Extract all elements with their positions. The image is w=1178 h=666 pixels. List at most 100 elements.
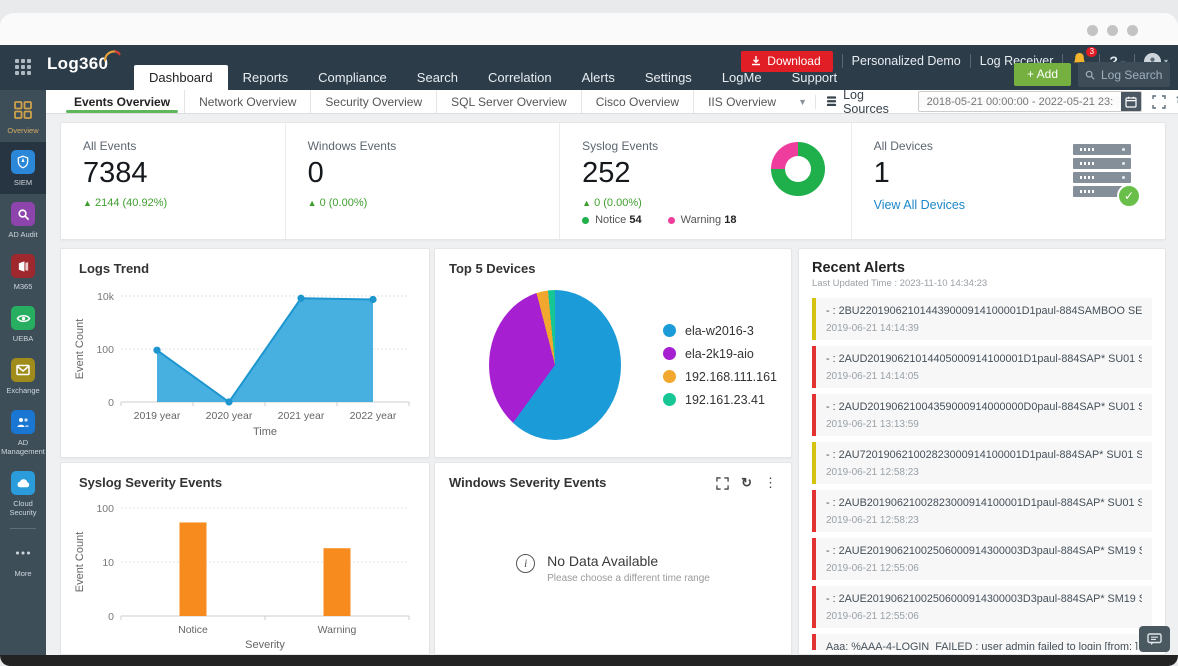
m365-icon bbox=[11, 254, 35, 278]
main-tab-reports[interactable]: Reports bbox=[242, 70, 289, 85]
download-icon bbox=[752, 55, 761, 65]
main-tab-settings[interactable]: Settings bbox=[644, 70, 692, 85]
sidebar-item-label: SIEM bbox=[13, 178, 33, 187]
main-tab-correlation[interactable]: Correlation bbox=[488, 70, 552, 85]
alert-row[interactable]: - : 2AUE20190621002506000914300003D3paul… bbox=[812, 586, 1152, 628]
download-button[interactable]: Download bbox=[741, 50, 833, 72]
alert-message: - : 2AUE20190621002506000914300003D3paul… bbox=[826, 545, 1142, 557]
alert-row[interactable]: - : 2AUD20190621004359000914000000D0paul… bbox=[812, 394, 1152, 436]
refresh-panel-icon[interactable]: ↻ bbox=[741, 475, 752, 490]
view-all-devices-link[interactable]: View All Devices bbox=[873, 198, 966, 212]
main-tab-alerts[interactable]: Alerts bbox=[581, 70, 615, 85]
svg-text:Time: Time bbox=[253, 426, 277, 438]
alert-timestamp: 2019-06-21 12:58:23 bbox=[826, 467, 919, 478]
legend-item-notice: Notice 54 bbox=[582, 214, 642, 226]
sidebar-item-siem[interactable]: SIEM bbox=[0, 142, 46, 194]
syslog-donut-chart bbox=[770, 142, 825, 196]
alert-timestamp: 2019-06-21 12:55:06 bbox=[826, 563, 919, 574]
svg-text:100: 100 bbox=[96, 344, 114, 356]
svg-text:10: 10 bbox=[102, 557, 114, 569]
sidebar-item-label: AD Management bbox=[1, 438, 45, 456]
svg-text:0: 0 bbox=[108, 397, 114, 409]
logo-swoosh-icon bbox=[103, 49, 121, 62]
top-devices-title: Top 5 Devices bbox=[449, 261, 536, 276]
window-bottom-edge bbox=[0, 655, 1178, 666]
envelope-icon bbox=[11, 358, 35, 382]
sub-tab-events-overview[interactable]: Events Overview bbox=[60, 90, 186, 113]
fullscreen-icon[interactable] bbox=[1152, 94, 1166, 109]
svg-text:2022 year: 2022 year bbox=[350, 410, 397, 422]
sidebar-item-overview[interactable]: Overview bbox=[0, 90, 46, 142]
database-icon bbox=[826, 96, 837, 107]
alert-message: - : 2BU220190621014439000914100001D1paul… bbox=[826, 305, 1142, 317]
main-tab-search[interactable]: Search bbox=[416, 70, 458, 85]
sub-tab-network-overview[interactable]: Network Overview bbox=[185, 90, 312, 113]
personalized-demo-link[interactable]: Personalized Demo bbox=[851, 54, 961, 68]
log-search-input[interactable] bbox=[1101, 67, 1163, 82]
sidebar-item-cloud-security[interactable]: Cloud Security bbox=[0, 463, 46, 524]
sidebar-item-label: M365 bbox=[13, 282, 33, 291]
main-tab-support[interactable]: Support bbox=[791, 70, 838, 85]
syslog-severity-legend: Notice 54 Warning 18 bbox=[582, 214, 736, 226]
alert-message: - : 2AUD20190621014405000914100001D1paul… bbox=[826, 353, 1142, 365]
svg-text:100: 100 bbox=[96, 503, 114, 515]
main-tab-dashboard[interactable]: Dashboard bbox=[134, 65, 228, 90]
alert-row[interactable]: - : 2AUD20190621014405000914100001D1paul… bbox=[812, 346, 1152, 388]
log-search-box[interactable] bbox=[1078, 62, 1170, 87]
summary-stats-card: All Events 7384 ▲ 2144 (40.92%) Windows … bbox=[60, 122, 1166, 240]
sidebar-item-label: Exchange bbox=[6, 386, 40, 395]
chat-support-button[interactable] bbox=[1139, 626, 1170, 652]
expand-panel-icon[interactable] bbox=[716, 476, 729, 490]
svg-text:Severity: Severity bbox=[245, 639, 285, 651]
no-data-message: i No Data Available Please choose a diff… bbox=[449, 553, 777, 584]
alert-row[interactable]: - : 2AUE20190621002506000914300003D3paul… bbox=[812, 538, 1152, 580]
calendar-icon[interactable] bbox=[1120, 92, 1141, 111]
alert-row[interactable]: - : 2AUB20190621002823000914100001D1paul… bbox=[812, 490, 1152, 532]
alert-message: - : 2AU720190621002823000914100001D1paul… bbox=[826, 449, 1142, 461]
sub-tab-iis-overview[interactable]: IIS Overview bbox=[708, 94, 777, 109]
sub-tab-sql-server-overview[interactable]: SQL Server Overview bbox=[437, 90, 582, 113]
add-button[interactable]: + Add bbox=[1013, 63, 1071, 86]
sub-tab-cisco-overview[interactable]: Cisco Overview bbox=[582, 90, 695, 113]
alert-row[interactable]: Aaa: %AAA-4-LOGIN_FAILED : user admin fa… bbox=[812, 634, 1152, 650]
kebab-menu-icon[interactable]: ⋮ bbox=[764, 475, 777, 490]
window-chrome bbox=[0, 13, 1178, 45]
sidebar-item-more[interactable]: More bbox=[0, 533, 46, 585]
server-icon: ✓ bbox=[1073, 144, 1141, 208]
sidebar-item-exchange[interactable]: Exchange bbox=[0, 350, 46, 402]
main-tab-compliance[interactable]: Compliance bbox=[318, 70, 387, 85]
logs-trend-chart: 10k 100 0 Event Count 2019 year 2020 year 2021… bbox=[71, 276, 419, 455]
app-window: Log360 Dashboard Reports Compliance Search C… bbox=[0, 13, 1178, 666]
top-devices-legend: ela-w2016-3 ela-2k19-aio 192.168.111.161 19… bbox=[663, 315, 777, 416]
svg-text:2021 year: 2021 year bbox=[278, 410, 325, 422]
alerts-last-updated: Last Updated Time : 2023-11-10 14:34:23 bbox=[812, 278, 988, 289]
recent-alerts-title: Recent Alerts bbox=[812, 260, 905, 276]
alert-row[interactable]: - : 2AU720190621002823000914100001D1paul… bbox=[812, 442, 1152, 484]
main-tab-logme[interactable]: LogMe bbox=[721, 70, 762, 85]
stat-windows-events: Windows Events 0 ▲ 0 (0.00%) bbox=[286, 123, 561, 239]
cloud-icon bbox=[11, 471, 35, 495]
app-launcher-icon[interactable] bbox=[15, 59, 35, 77]
log-sources-button[interactable]: Log Sources bbox=[826, 88, 908, 116]
svg-text:Notice: Notice bbox=[178, 624, 208, 636]
sidebar-item-m365[interactable]: M365 bbox=[0, 246, 46, 298]
svg-text:0: 0 bbox=[108, 611, 114, 623]
more-tabs-dropdown[interactable]: ▼ bbox=[790, 94, 817, 109]
date-range-input[interactable] bbox=[918, 95, 1121, 108]
users-icon bbox=[11, 410, 35, 434]
alert-row[interactable]: - : 2BU220190621014439000914100001D1paul… bbox=[812, 298, 1152, 340]
alert-message: - : 2AUD20190621004359000914000000D0paul… bbox=[826, 401, 1142, 413]
alert-timestamp: 2019-06-21 12:58:23 bbox=[826, 515, 919, 526]
sidebar-item-ueba[interactable]: UEBA bbox=[0, 298, 46, 350]
chat-bubble-icon bbox=[1147, 632, 1162, 645]
top-devices-panel: Top 5 Devices ela-w2016-3 ela-2k19-aio 192… bbox=[434, 248, 792, 458]
sidebar-item-ad-audit[interactable]: AD Audit bbox=[0, 194, 46, 246]
sidebar-item-ad-management[interactable]: AD Management bbox=[0, 402, 46, 463]
sidebar-item-label: UEBA bbox=[12, 334, 34, 343]
sub-tab-security-overview[interactable]: Security Overview bbox=[311, 90, 438, 113]
svg-text:2020 year: 2020 year bbox=[206, 410, 253, 422]
logs-trend-panel: Logs Trend 10k 100 0 Event Count 2019 year 20… bbox=[60, 248, 430, 458]
date-range-picker[interactable] bbox=[917, 91, 1142, 112]
alert-timestamp: 2019-06-21 12:55:06 bbox=[826, 611, 919, 622]
refresh-icon[interactable]: ↻ bbox=[1176, 93, 1178, 111]
